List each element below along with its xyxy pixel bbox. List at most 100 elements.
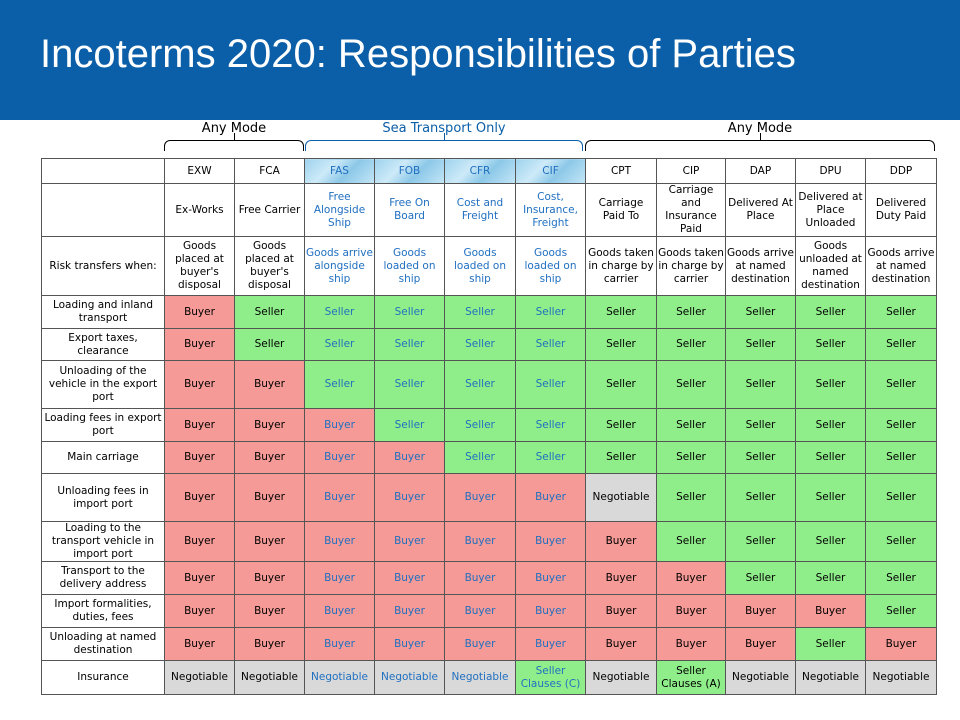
responsibility-cell: Seller <box>865 328 937 361</box>
responsibility-cell: Buyer <box>164 360 235 409</box>
responsibility-cell: Seller <box>585 408 657 442</box>
responsibility-cell: Seller <box>374 295 445 329</box>
term-code-cpt: CPT <box>585 158 657 184</box>
responsibility-cell: Seller <box>656 521 726 562</box>
risk-transfer-row: Risk transfers when: Goods placed at buye… <box>41 236 937 296</box>
responsibility-cell: Seller <box>656 473 726 522</box>
responsibility-cell: Buyer <box>515 594 586 628</box>
responsibility-cell: Seller <box>374 408 445 442</box>
responsibility-cell: Seller <box>725 561 796 595</box>
responsibility-cell: Seller <box>304 295 375 329</box>
term-name-exw: Ex-Works <box>164 183 235 237</box>
term-name-cip: Carriage and Insurance Paid <box>656 183 726 237</box>
responsibility-cell: Seller <box>795 473 866 522</box>
group-bracket <box>585 140 935 151</box>
group-sea-transport: Sea Transport Only <box>305 121 583 151</box>
term-code-dpu: DPU <box>795 158 866 184</box>
responsibility-cell: Seller <box>795 408 866 442</box>
risk-transfer-fas: Goods arrive alongside ship <box>304 236 375 296</box>
term-code-cfr: CFR <box>444 158 516 184</box>
corner-cell <box>41 183 165 237</box>
responsibility-cell: Buyer <box>585 521 657 562</box>
responsibility-cell: Buyer <box>374 473 445 522</box>
responsibility-cell: Seller <box>444 295 516 329</box>
responsibility-cell: Buyer <box>374 441 445 474</box>
responsibility-cell: Buyer <box>444 561 516 595</box>
responsibility-cell: Buyer <box>656 594 726 628</box>
responsibility-cell: Buyer <box>374 627 445 661</box>
brace-notch <box>234 133 235 140</box>
responsibility-cell: Seller Clauses (A) <box>656 660 726 695</box>
responsibility-cell: Seller Clauses (C) <box>515 660 586 695</box>
row-label: Export taxes, clearance <box>41 328 165 361</box>
term-code-ddp: DDP <box>865 158 937 184</box>
responsibility-cell: Buyer <box>234 521 305 562</box>
risk-transfer-cip: Goods taken in charge by carrier <box>656 236 726 296</box>
responsibility-cell: Buyer <box>656 627 726 661</box>
responsibility-cell: Seller <box>865 473 937 522</box>
responsibility-cell: Negotiable <box>585 473 657 522</box>
row-label: Loading and inland transport <box>41 295 165 329</box>
responsibility-cell: Buyer <box>444 627 516 661</box>
table-row: Unloading at named destination Buyer Buyer… <box>41 627 937 661</box>
term-code-fob: FOB <box>374 158 445 184</box>
responsibility-cell: Buyer <box>795 594 866 628</box>
responsibility-cell: Buyer <box>374 561 445 595</box>
group-bracket <box>164 140 304 151</box>
risk-transfer-cfr: Goods loaded on ship <box>444 236 516 296</box>
responsibility-cell: Seller <box>444 328 516 361</box>
term-name-fas: Free Alongside Ship <box>304 183 375 237</box>
responsibility-cell: Buyer <box>164 521 235 562</box>
table-row: Loading to the transport vehicle in impo… <box>41 521 937 562</box>
responsibility-cell: Seller <box>865 521 937 562</box>
term-code-fas: FAS <box>304 158 375 184</box>
responsibility-cell: Buyer <box>585 594 657 628</box>
responsibility-cell: Seller <box>585 295 657 329</box>
responsibility-cell: Negotiable <box>164 660 235 695</box>
table-row: Loading and inland transport Buyer Seller S… <box>41 295 937 329</box>
responsibility-cell: Buyer <box>234 473 305 522</box>
risk-transfer-cpt: Goods taken in charge by carrier <box>585 236 657 296</box>
responsibility-cell: Seller <box>656 408 726 442</box>
responsibility-cell: Seller <box>234 295 305 329</box>
table-row: Export taxes, clearance Buyer Seller Seller… <box>41 328 937 361</box>
table-row: Import formalities, duties, fees Buyer Buy… <box>41 594 937 628</box>
group-any-mode-left: Any Mode <box>164 121 304 151</box>
responsibility-cell: Seller <box>656 360 726 409</box>
responsibility-cell: Buyer <box>164 408 235 442</box>
group-bracket <box>305 140 583 151</box>
responsibility-cell: Buyer <box>304 408 375 442</box>
responsibility-cell: Negotiable <box>304 660 375 695</box>
responsibility-cell: Seller <box>725 295 796 329</box>
term-name-fca: Free Carrier <box>234 183 305 237</box>
responsibility-cell: Seller <box>865 408 937 442</box>
responsibility-cell: Negotiable <box>725 660 796 695</box>
row-label: Loading fees in export port <box>41 408 165 442</box>
risk-transfer-fca: Goods placed at buyer's disposal <box>234 236 305 296</box>
responsibility-cell: Seller <box>515 360 586 409</box>
responsibility-cell: Seller <box>795 561 866 595</box>
responsibility-cell: Buyer <box>585 627 657 661</box>
responsibility-cell: Buyer <box>164 561 235 595</box>
responsibility-cell: Negotiable <box>865 660 937 695</box>
responsibility-cell: Seller <box>444 360 516 409</box>
corner-cell <box>41 158 165 184</box>
risk-transfer-fob: Goods loaded on ship <box>374 236 445 296</box>
table-row: Transport to the delivery address Buyer Bu… <box>41 561 937 595</box>
responsibility-cell: Seller <box>795 441 866 474</box>
term-name-fob: Free On Board <box>374 183 445 237</box>
responsibility-cell: Seller <box>515 295 586 329</box>
responsibility-cell: Seller <box>865 594 937 628</box>
responsibility-cell: Seller <box>795 328 866 361</box>
table-row: Insurance Negotiable Negotiable Negotiable N… <box>41 660 937 695</box>
responsibility-cell: Seller <box>725 473 796 522</box>
responsibility-cell: Seller <box>725 360 796 409</box>
term-name-cfr: Cost and Freight <box>444 183 516 237</box>
group-label-any-mode-right: Any Mode <box>727 121 793 136</box>
responsibility-cell: Buyer <box>164 594 235 628</box>
responsibility-cell: Buyer <box>725 594 796 628</box>
responsibility-cell: Buyer <box>234 594 305 628</box>
term-name-cpt: Carriage Paid To <box>585 183 657 237</box>
responsibility-cell: Buyer <box>515 627 586 661</box>
row-label: Unloading at named destination <box>41 627 165 661</box>
